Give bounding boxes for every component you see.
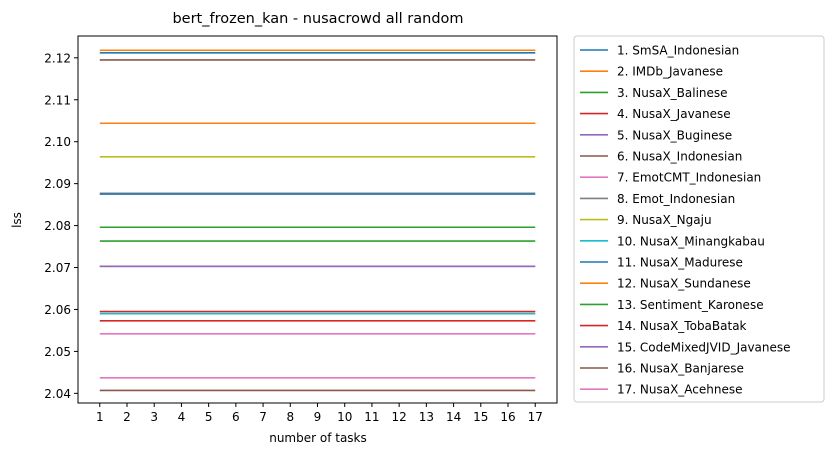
x-tick-label: 14: [446, 410, 461, 424]
legend-entry-4: 4. NusaX_Javanese: [617, 107, 731, 121]
y-tick-label: 2.09: [44, 177, 71, 191]
series-layer: [99, 49, 536, 392]
legend: 1. SmSA_Indonesian 2. IMDb_Javanese 3. Nus…: [573, 35, 825, 403]
x-axis-label: number of tasks: [269, 431, 367, 445]
chart-title: bert_frozen_kan - nusacrowd all random: [172, 11, 463, 27]
legend-entry-5: 5. NusaX_Buginese: [617, 128, 732, 142]
x-axis: 1 2 3 4 5 6 7 8 9 10 11 12 13 14 15 16 17: [96, 403, 543, 424]
y-axis: 2.04 2.05 2.06 2.07 2.08 2.09 2.10 2.11 2.12: [44, 51, 78, 401]
legend-frame: [573, 35, 825, 403]
x-tick-label: 8: [286, 410, 294, 424]
plot-area-frame: [77, 35, 558, 404]
x-tick-label: 1: [96, 410, 104, 424]
y-tick-label: 2.07: [44, 261, 71, 275]
y-tick-label: 2.12: [44, 51, 71, 65]
legend-entry-3: 3. NusaX_Balinese: [617, 86, 728, 100]
legend-entry-13: 13. Sentiment_Karonese: [617, 298, 764, 312]
x-tick-label: 17: [528, 410, 543, 424]
x-tick-label: 3: [150, 410, 158, 424]
legend-entry-14: 14. NusaX_TobaBatak: [617, 319, 747, 333]
x-tick-label: 13: [419, 410, 434, 424]
legend-entry-1: 1. SmSA_Indonesian: [617, 44, 739, 58]
x-tick-label: 9: [314, 410, 322, 424]
x-tick-label: 6: [232, 410, 240, 424]
legend-entry-6: 6. NusaX_Indonesian: [617, 150, 742, 164]
legend-entry-9: 9. NusaX_Ngaju: [617, 213, 712, 227]
x-tick-label: 16: [500, 410, 515, 424]
legend-items: 1. SmSA_Indonesian 2. IMDb_Javanese 3. Nus…: [580, 44, 791, 397]
x-tick-label: 2: [123, 410, 131, 424]
legend-entry-17: 17. NusaX_Acehnese: [617, 383, 743, 397]
legend-entry-8: 8. Emot_Indonesian: [617, 192, 735, 206]
x-tick-label: 7: [259, 410, 267, 424]
y-axis-label: lss: [10, 212, 24, 228]
legend-entry-7: 7. EmotCMT_Indonesian: [617, 171, 761, 185]
y-tick-label: 2.08: [44, 219, 71, 233]
x-tick-label: 5: [205, 410, 213, 424]
y-tick-label: 2.11: [44, 93, 71, 107]
legend-entry-15: 15. CodeMixedJVID_Javanese: [617, 340, 791, 354]
y-tick-label: 2.06: [44, 303, 71, 317]
x-tick-label: 11: [364, 410, 379, 424]
legend-entry-10: 10. NusaX_Minangkabau: [617, 234, 765, 248]
x-tick-label: 12: [392, 410, 407, 424]
legend-entry-11: 11. NusaX_Madurese: [617, 256, 743, 270]
x-tick-label: 15: [473, 410, 488, 424]
y-tick-label: 2.10: [44, 135, 71, 149]
legend-entry-16: 16. NusaX_Banjarese: [617, 362, 744, 376]
y-tick-label: 2.04: [44, 387, 71, 401]
x-tick-label: 10: [337, 410, 352, 424]
legend-entry-2: 2. IMDb_Javanese: [617, 65, 723, 79]
legend-entry-12: 12. NusaX_Sundanese: [617, 277, 751, 291]
y-tick-label: 2.05: [44, 345, 71, 359]
x-tick-label: 4: [178, 410, 186, 424]
